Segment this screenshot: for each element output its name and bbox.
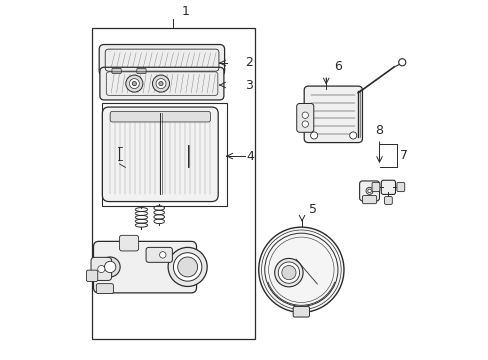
FancyBboxPatch shape	[110, 111, 210, 122]
Circle shape	[281, 266, 295, 280]
Circle shape	[310, 132, 317, 139]
Circle shape	[365, 187, 372, 194]
Circle shape	[258, 227, 343, 312]
Circle shape	[302, 121, 308, 127]
FancyBboxPatch shape	[96, 284, 113, 294]
Text: 2: 2	[244, 57, 253, 69]
FancyBboxPatch shape	[304, 86, 362, 143]
FancyBboxPatch shape	[296, 103, 313, 132]
FancyBboxPatch shape	[93, 241, 196, 293]
FancyBboxPatch shape	[362, 195, 376, 204]
Circle shape	[168, 247, 207, 287]
Circle shape	[349, 132, 356, 139]
Circle shape	[125, 75, 142, 92]
FancyBboxPatch shape	[396, 183, 404, 192]
Circle shape	[274, 258, 303, 287]
Circle shape	[367, 189, 370, 193]
Circle shape	[398, 59, 405, 66]
FancyBboxPatch shape	[137, 68, 146, 74]
Circle shape	[132, 81, 136, 86]
FancyBboxPatch shape	[100, 67, 224, 100]
Text: 7: 7	[399, 149, 407, 162]
Circle shape	[278, 262, 299, 283]
Circle shape	[156, 78, 165, 89]
FancyBboxPatch shape	[359, 181, 379, 201]
Bar	[102, 103, 226, 206]
Text: 4: 4	[246, 150, 254, 163]
Circle shape	[302, 112, 308, 118]
Circle shape	[159, 252, 165, 258]
FancyBboxPatch shape	[381, 180, 395, 194]
FancyBboxPatch shape	[86, 270, 98, 282]
Text: 1: 1	[182, 5, 189, 18]
Circle shape	[100, 257, 120, 277]
FancyBboxPatch shape	[371, 183, 379, 192]
FancyBboxPatch shape	[99, 45, 224, 76]
Circle shape	[152, 75, 169, 92]
FancyBboxPatch shape	[384, 197, 391, 204]
FancyBboxPatch shape	[146, 247, 172, 262]
FancyBboxPatch shape	[293, 306, 309, 317]
Circle shape	[159, 81, 163, 86]
FancyBboxPatch shape	[91, 257, 111, 280]
FancyBboxPatch shape	[102, 107, 218, 202]
Text: 8: 8	[374, 123, 383, 136]
Circle shape	[104, 261, 116, 273]
Bar	[92, 28, 255, 339]
Text: 3: 3	[244, 78, 253, 91]
FancyBboxPatch shape	[119, 235, 138, 251]
Text: 5: 5	[308, 203, 317, 216]
FancyBboxPatch shape	[112, 68, 121, 74]
Circle shape	[173, 253, 202, 281]
Circle shape	[177, 257, 197, 277]
Text: 6: 6	[333, 60, 341, 73]
Circle shape	[129, 78, 139, 89]
Circle shape	[98, 266, 104, 273]
